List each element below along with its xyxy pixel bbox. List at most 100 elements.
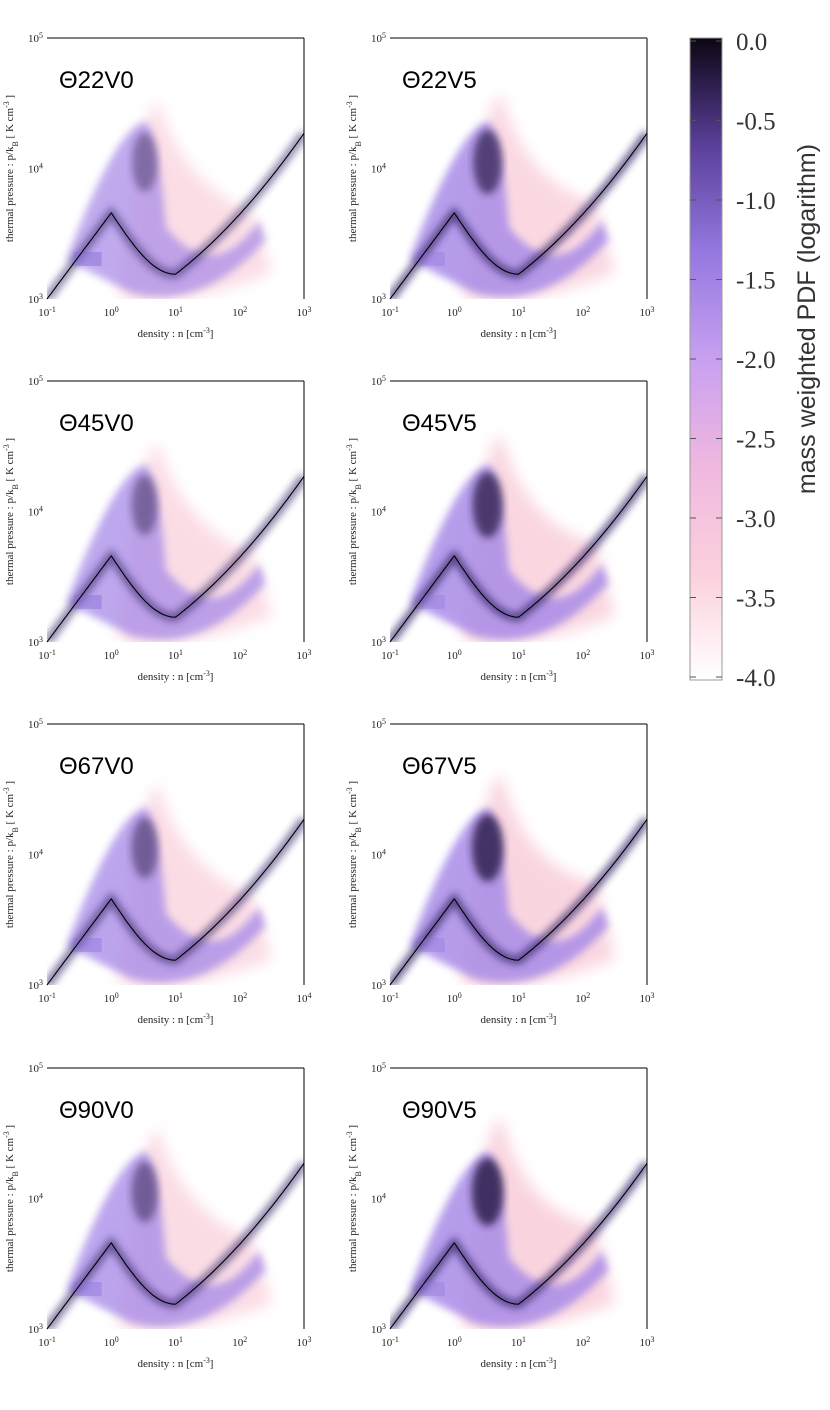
density-cloud	[47, 786, 304, 985]
colorbar-tick-label: 0.0	[736, 29, 767, 56]
panel-2: 103 104 105 10-1 100 101 102 103 density : n [cm…	[345, 31, 655, 341]
panel-title: Θ22V5	[402, 67, 477, 94]
x-tick-label: 102	[232, 648, 247, 663]
x-axis-label: density : n [cm-3]	[481, 1012, 557, 1027]
x-axis-label: density : n [cm-3]	[138, 669, 214, 684]
y-tick-label: 105	[28, 1061, 43, 1076]
x-axis-label: density : n [cm-3]	[138, 1356, 214, 1371]
panel-1: 103 104 105 10-1 100 101 102 103 density : n [cm…	[2, 31, 312, 341]
panel-6: 103 104 105 10-1 100 101 102 103 density : n [cm…	[345, 717, 655, 1027]
x-axis-label: density : n [cm-3]	[481, 326, 557, 341]
x-tick-label: 101	[511, 991, 526, 1006]
x-tick-label: 103	[297, 648, 312, 663]
y-tick-label: 105	[28, 374, 43, 389]
y-tick-label: 104	[371, 1191, 386, 1206]
panel-title: Θ45V0	[59, 410, 134, 437]
x-tick-label: 102	[232, 1335, 247, 1350]
x-tick-label: 100	[104, 1335, 119, 1350]
panel-title: Θ90V5	[402, 1097, 477, 1124]
x-tick-label: 10-1	[38, 1335, 56, 1350]
y-tick-label: 103	[28, 292, 43, 307]
x-tick-label: 101	[511, 1335, 526, 1350]
equilibrium-curve	[46, 818, 305, 986]
y-axis-label: thermal pressure : p/kB [ K cm-3 ]	[2, 95, 20, 242]
panel-7: 103 104 105 10-1 100 101 102 103 density : n [cm…	[2, 1061, 312, 1371]
x-tick-label: 100	[104, 305, 119, 320]
y-axis-label: thermal pressure : p/kB [ K cm-3 ]	[2, 1125, 20, 1272]
panel-4: 103 104 105 10-1 100 101 102 103 density : n [cm…	[345, 374, 655, 684]
y-tick-label: 103	[28, 635, 43, 650]
density-cloud	[390, 776, 647, 985]
colorbar-tick-label: -1.0	[736, 188, 776, 215]
panel-title: Θ67V5	[402, 753, 477, 780]
x-tick-label: 102	[232, 991, 247, 1006]
x-axis-label: density : n [cm-3]	[138, 326, 214, 341]
panel-title: Θ45V5	[402, 410, 477, 437]
x-tick-label: 10-1	[38, 305, 56, 320]
x-tick-label: 100	[447, 991, 462, 1006]
y-tick-label: 103	[371, 1322, 386, 1337]
y-axis-label: thermal pressure : p/kB [ K cm-3 ]	[2, 438, 20, 585]
x-axis-label: density : n [cm-3]	[481, 669, 557, 684]
x-axis-label: density : n [cm-3]	[481, 1356, 557, 1371]
density-cloud	[390, 435, 647, 642]
panel-title: Θ90V0	[59, 1097, 134, 1124]
x-tick-label: 103	[640, 305, 655, 320]
x-tick-label: 10-1	[381, 1335, 399, 1350]
x-tick-label: 101	[511, 305, 526, 320]
y-tick-label: 105	[371, 717, 386, 732]
y-tick-label: 105	[28, 31, 43, 46]
density-cloud	[390, 95, 647, 299]
y-tick-label: 103	[28, 978, 43, 993]
x-tick-label: 100	[447, 648, 462, 663]
y-tick-label: 104	[28, 1191, 43, 1206]
y-tick-label: 105	[371, 374, 386, 389]
x-tick-label: 10-1	[38, 648, 56, 663]
density-cloud	[390, 1119, 647, 1329]
y-tick-label: 104	[371, 504, 386, 519]
density-cloud	[47, 445, 304, 642]
x-tick-label: 10-1	[381, 648, 399, 663]
colorbar-tick-label: -2.0	[736, 347, 776, 374]
colorbar-tick-label: -2.5	[736, 427, 776, 454]
equilibrium-curve	[389, 475, 648, 643]
y-tick-label: 103	[371, 978, 386, 993]
y-axis-label: thermal pressure : p/kB [ K cm-3 ]	[345, 438, 363, 585]
x-tick-label: 100	[104, 991, 119, 1006]
y-tick-label: 103	[371, 292, 386, 307]
equilibrium-curve	[46, 475, 305, 643]
x-tick-label: 101	[511, 648, 526, 663]
x-tick-label: 101	[168, 991, 183, 1006]
y-tick-label: 104	[28, 847, 43, 862]
equilibrium-curve	[46, 1162, 305, 1330]
colorbar-tick-label: -3.5	[736, 586, 776, 613]
x-tick-label: 101	[168, 648, 183, 663]
x-tick-label: 10-1	[381, 991, 399, 1006]
x-tick-label: 100	[447, 305, 462, 320]
panel-8: 103 104 105 10-1 100 101 102 103 density : n [cm…	[345, 1061, 655, 1371]
colorbar-tick-label: -4.0	[736, 665, 776, 692]
colorbar-tick-label: -3.0	[736, 506, 776, 533]
x-tick-label: 101	[168, 1335, 183, 1350]
y-tick-label: 104	[371, 161, 386, 176]
x-tick-label: 103	[297, 305, 312, 320]
equilibrium-curve	[46, 132, 305, 300]
colorbar: 0.0 -0.5 -1.0 -1.5 -2.0 -2.5 -3.0 -3.5 -4.0 mass …	[689, 29, 821, 692]
y-tick-label: 105	[371, 31, 386, 46]
y-tick-label: 105	[28, 717, 43, 732]
panel-title: Θ22V0	[59, 67, 134, 94]
panel-title: Θ67V0	[59, 753, 134, 780]
equilibrium-curve	[389, 1162, 648, 1330]
colorbar-tick-label: -1.5	[736, 268, 776, 295]
x-tick-label: 103	[640, 991, 655, 1006]
x-axis-label: density : n [cm-3]	[138, 1012, 214, 1027]
x-tick-label: 104	[297, 991, 312, 1006]
y-axis-label: thermal pressure : p/kB [ K cm-3 ]	[345, 1125, 363, 1272]
y-tick-label: 103	[371, 635, 386, 650]
y-tick-label: 104	[371, 847, 386, 862]
x-tick-label: 100	[447, 1335, 462, 1350]
y-axis-label: thermal pressure : p/kB [ K cm-3 ]	[2, 781, 20, 928]
density-cloud	[47, 103, 304, 299]
x-tick-label: 102	[575, 305, 590, 320]
